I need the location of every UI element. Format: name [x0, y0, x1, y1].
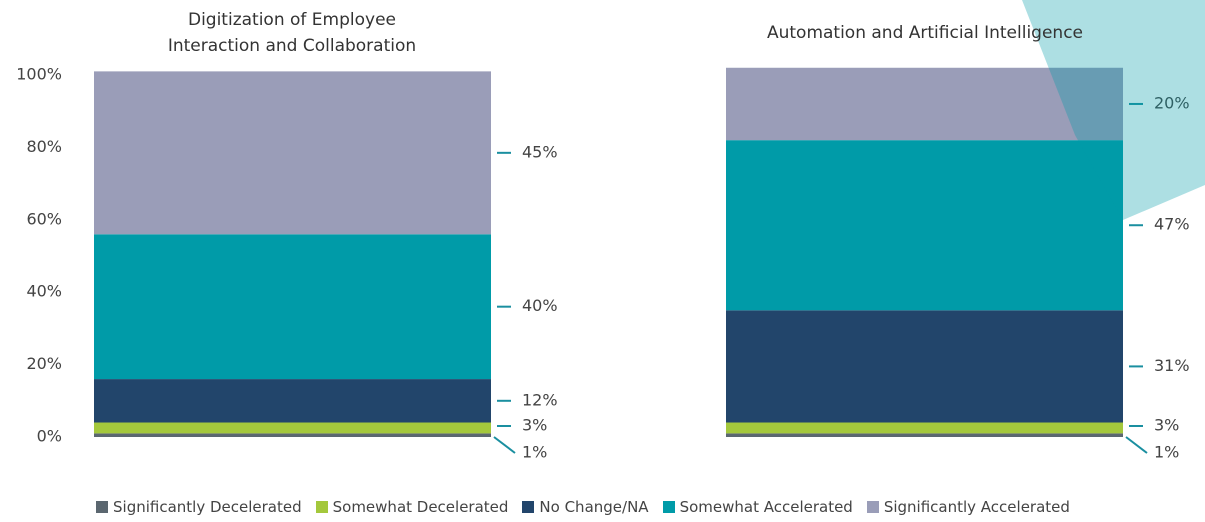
legend-item: Significantly Decelerated [96, 498, 302, 516]
y-tick-label: 0% [37, 427, 62, 446]
chart: 0% 20% 40% 60% 80% 100% 1% 3% 12% 40% 45% 1% 3% 31% 47… [0, 0, 1205, 522]
legend-item: Significantly Accelerated [867, 498, 1070, 516]
legend: Significantly Decelerated Somewhat Decele… [96, 498, 1070, 516]
legend-swatch [663, 501, 675, 513]
legend-swatch [867, 501, 879, 513]
bar-segment [94, 423, 491, 434]
legend-label: Somewhat Decelerated [333, 498, 509, 516]
bar-segment [94, 379, 491, 422]
bar-segment [94, 234, 491, 379]
data-label: 31% [1154, 356, 1190, 375]
legend-item: Somewhat Accelerated [663, 498, 853, 516]
page: 0% 20% 40% 60% 80% 100% 1% 3% 12% 40% 45% 1% 3% 31% 47… [0, 0, 1205, 522]
data-label: 20% [1154, 93, 1190, 112]
legend-label: No Change/NA [539, 498, 648, 516]
label-leader [1126, 437, 1147, 453]
chart-title: Automation and Artificial Intelligence [725, 20, 1125, 46]
data-label: 3% [522, 416, 547, 435]
bar-segment [94, 71, 491, 234]
bar-segment [94, 433, 491, 437]
legend-label: Somewhat Accelerated [680, 498, 853, 516]
data-label: 45% [522, 142, 558, 161]
bar-segment [726, 310, 1123, 422]
data-label: 1% [1154, 443, 1179, 462]
y-tick-label: 20% [26, 354, 62, 373]
legend-item: No Change/NA [522, 498, 648, 516]
data-label: 3% [1154, 416, 1179, 435]
legend-label: Significantly Accelerated [884, 498, 1070, 516]
bar-segment [726, 68, 1123, 140]
data-label: 1% [522, 443, 547, 462]
bar-segment [726, 140, 1123, 310]
legend-swatch [522, 501, 534, 513]
data-label: 12% [522, 390, 558, 409]
legend-label: Significantly Decelerated [113, 498, 302, 516]
legend-swatch [316, 501, 328, 513]
label-leader [494, 437, 515, 453]
data-label: 47% [1154, 215, 1190, 234]
bar-segment [726, 433, 1123, 437]
y-tick-label: 40% [26, 282, 62, 301]
y-tick-label: 80% [26, 137, 62, 156]
legend-item: Somewhat Decelerated [316, 498, 509, 516]
bar-segment [726, 423, 1123, 434]
y-tick-label: 100% [16, 65, 62, 84]
legend-swatch [96, 501, 108, 513]
y-tick-label: 60% [26, 209, 62, 228]
data-label: 40% [522, 296, 558, 315]
chart-title: Digitization of Employee Interaction and… [142, 7, 442, 59]
